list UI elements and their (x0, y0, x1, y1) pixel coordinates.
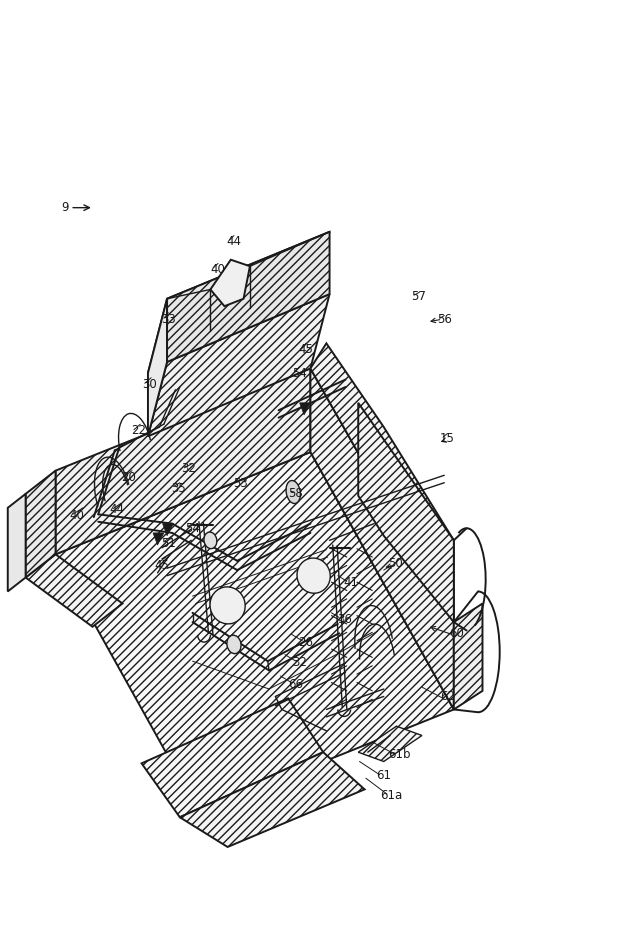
Text: 40: 40 (211, 263, 225, 276)
Polygon shape (211, 260, 250, 307)
Text: 41: 41 (343, 576, 358, 589)
Polygon shape (153, 533, 164, 545)
Text: 32: 32 (181, 462, 196, 475)
Text: 60: 60 (449, 626, 465, 639)
Text: 45: 45 (298, 343, 314, 356)
Polygon shape (141, 698, 323, 817)
Text: 62: 62 (440, 690, 455, 703)
Polygon shape (310, 368, 454, 709)
Polygon shape (8, 494, 26, 592)
Text: 53: 53 (233, 477, 248, 490)
Text: 56: 56 (437, 312, 452, 325)
Text: 20: 20 (122, 471, 136, 484)
Ellipse shape (210, 587, 245, 624)
Polygon shape (454, 604, 483, 709)
Text: 50: 50 (388, 557, 403, 570)
Ellipse shape (297, 558, 330, 594)
Polygon shape (56, 452, 454, 812)
Text: 44: 44 (227, 235, 241, 248)
Polygon shape (148, 295, 330, 436)
Text: 40: 40 (69, 509, 84, 522)
Text: 61a: 61a (380, 789, 403, 802)
Polygon shape (310, 343, 454, 622)
Polygon shape (163, 524, 173, 536)
Polygon shape (180, 752, 365, 847)
Text: 9: 9 (61, 201, 69, 214)
Text: 36: 36 (337, 613, 351, 625)
Polygon shape (358, 726, 422, 761)
Text: 54: 54 (292, 366, 307, 379)
Text: 33: 33 (161, 312, 176, 325)
Polygon shape (300, 403, 310, 415)
Polygon shape (167, 232, 330, 362)
Text: 35: 35 (171, 482, 186, 495)
Text: 15: 15 (440, 432, 455, 445)
Text: 22: 22 (131, 424, 146, 437)
Text: 61b: 61b (388, 747, 411, 761)
Polygon shape (56, 368, 310, 555)
Polygon shape (26, 555, 122, 626)
Text: 61: 61 (376, 769, 391, 782)
Text: 26: 26 (298, 636, 314, 649)
Text: 30: 30 (142, 377, 157, 391)
Text: 66: 66 (288, 678, 303, 691)
Ellipse shape (286, 481, 300, 503)
Text: 54: 54 (185, 522, 200, 535)
Text: 45: 45 (154, 559, 170, 572)
Text: 32: 32 (292, 656, 307, 669)
Ellipse shape (204, 532, 217, 549)
Text: 58: 58 (289, 487, 303, 500)
Polygon shape (148, 232, 330, 373)
Polygon shape (358, 403, 454, 622)
Text: 44: 44 (110, 503, 125, 516)
Polygon shape (26, 471, 56, 578)
Text: 51: 51 (161, 537, 176, 550)
Ellipse shape (227, 636, 241, 653)
Text: 57: 57 (412, 291, 426, 304)
Polygon shape (148, 299, 167, 436)
